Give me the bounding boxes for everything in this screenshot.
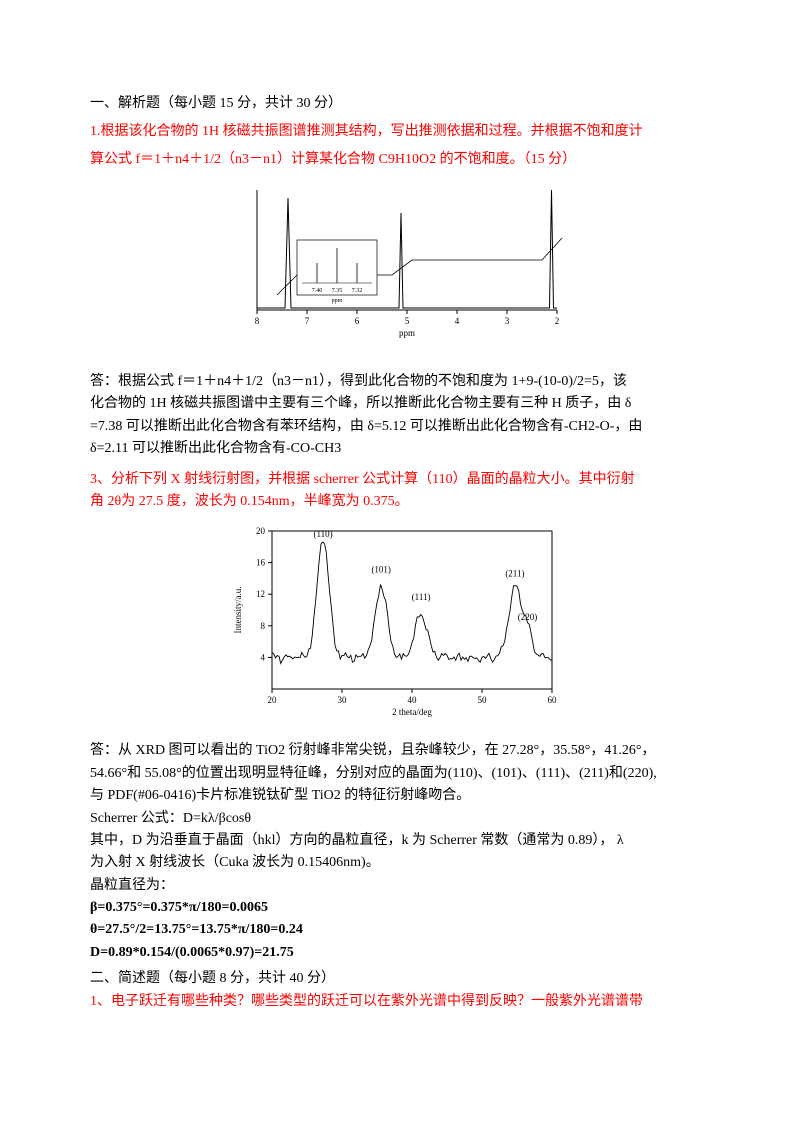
svg-text:20: 20: [267, 695, 277, 705]
q3-line2: 角 2θ为 27.5 度，波长为 0.154nm，半峰宽为 0.375。: [90, 491, 703, 513]
xrd-chart: 20 30 40 50 60 4 8 12 16 20 2 theta/deg Intensity/a…: [90, 519, 703, 730]
svg-text:4: 4: [260, 653, 265, 663]
q1-line1: 1.根据该化合物的 1H 核磁共振图谱推测其结构，写出推测依据和过程。并根据不饱…: [90, 118, 703, 146]
svg-text:ppm: ppm: [398, 328, 414, 338]
calc-beta: β=0.375°=0.375*π/180=0.0065: [90, 897, 703, 919]
a1-line2: 化合物的 1H 核磁共振图谱中主要有三个峰，所以推断此化合物主要有三种 H 质子…: [90, 393, 703, 415]
desc-line1: 其中，D 为沿垂直于晶面（hkl）方向的晶粒直径，k 为 Scherrer 常数…: [90, 830, 703, 852]
a1-line3: =7.38 可以推断出此化合物含有苯环结构，由 δ=5.12 可以推断出此化合物…: [90, 416, 703, 438]
svg-text:3: 3: [504, 316, 509, 326]
q3-line1: 3、分析下列 X 射线衍射图，并根据 scherrer 公式计算（110）晶面的…: [90, 469, 703, 491]
svg-text:8: 8: [260, 621, 265, 631]
a3-line2: 54.66°和 55.08°的位置出现明显特征峰，分别对应的晶面为(110)、(…: [90, 763, 703, 785]
svg-text:4: 4: [454, 316, 459, 326]
calc-label: 晶粒直径为：: [90, 875, 703, 897]
svg-text:50: 50: [477, 695, 487, 705]
calc-theta: θ=27.5°/2=13.75°=13.75*π/180=0.24: [90, 919, 703, 941]
svg-text:8: 8: [254, 316, 259, 326]
document-page: 一、解析题（每小题 15 分，共计 30 分） 1.根据该化合物的 1H 核磁共…: [0, 0, 793, 1122]
svg-text:7.32: 7.32: [351, 288, 362, 294]
q1-line2: 算公式 f＝1＋n4＋1/2（n3－n1）计算某化合物 C9H10O2 的不饱和…: [90, 146, 703, 174]
section2-q1: 1、电子跃迁有哪些种类？哪些类型的跃迁可以在紫外光谱中得到反映？一般紫外光谱谱带: [90, 991, 703, 1013]
nmr-chart: 8 7 6 5 4 3 2 ppm 7.40 7.35 7.32 ppm: [90, 180, 703, 361]
desc-line2: 为入射 X 射线波长（Cuka 波长为 0.15406nm)。: [90, 852, 703, 874]
svg-text:7.35: 7.35: [331, 288, 342, 294]
a3-line3: 与 PDF(#06-0416)卡片标准锐钛矿型 TiO2 的特征衍射峰吻合。: [90, 785, 703, 807]
svg-text:30: 30: [337, 695, 347, 705]
svg-text:12: 12: [256, 590, 265, 600]
svg-text:(101): (101): [371, 565, 391, 575]
a3-line1: 答：从 XRD 图可以看出的 TiO2 衍射峰非常尖锐，且杂峰较少，在 27.2…: [90, 740, 703, 762]
a1-line4: δ=2.11 可以推断出此化合物含有-CO-CH3: [90, 438, 703, 460]
svg-text:40: 40: [407, 695, 417, 705]
svg-text:7: 7: [304, 316, 309, 326]
svg-text:7.40: 7.40: [311, 288, 322, 294]
section1-heading: 一、解析题（每小题 15 分，共计 30 分）: [90, 90, 703, 118]
scherrer-formula: Scherrer 公式：D=kλ/βcosθ: [90, 808, 703, 830]
svg-text:2: 2: [554, 316, 559, 326]
svg-text:16: 16: [256, 558, 266, 568]
svg-text:(211): (211): [505, 569, 524, 579]
svg-text:(111): (111): [411, 592, 430, 602]
svg-text:6: 6: [354, 316, 359, 326]
svg-text:2 theta/deg: 2 theta/deg: [392, 707, 432, 717]
svg-text:5: 5: [404, 316, 409, 326]
svg-text:(110): (110): [313, 529, 332, 539]
svg-text:Intensity/a.u.: Intensity/a.u.: [233, 587, 243, 634]
svg-text:60: 60: [547, 695, 557, 705]
svg-text:ppm: ppm: [331, 298, 342, 304]
calc-d: D=0.89*0.154/(0.0065*0.97)=21.75: [90, 942, 703, 964]
svg-text:20: 20: [256, 526, 266, 536]
a1-line1: 答：根据公式 f＝1＋n4＋1/2（n3－n1），得到此化合物的不饱和度为 1+…: [90, 371, 703, 393]
svg-text:(220): (220): [517, 612, 537, 622]
section2-heading: 二、简述题（每小题 8 分，共计 40 分）: [90, 968, 703, 990]
